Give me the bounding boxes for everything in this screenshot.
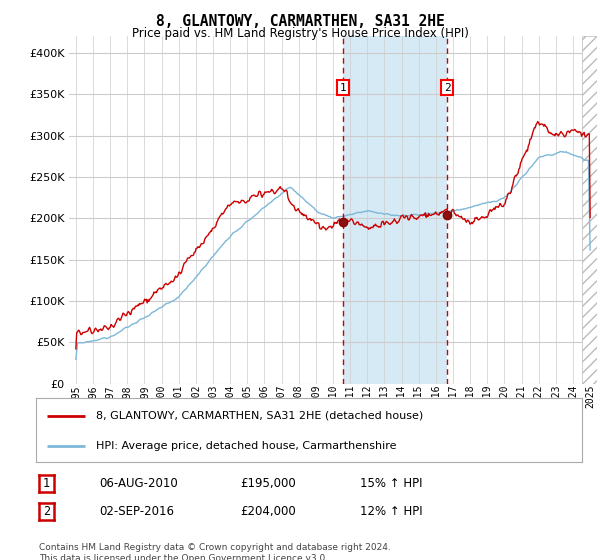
Text: 12% ↑ HPI: 12% ↑ HPI <box>360 505 422 518</box>
Text: Price paid vs. HM Land Registry's House Price Index (HPI): Price paid vs. HM Land Registry's House … <box>131 27 469 40</box>
Text: £204,000: £204,000 <box>240 505 296 518</box>
Text: HPI: Average price, detached house, Carmarthenshire: HPI: Average price, detached house, Carm… <box>96 441 397 451</box>
Text: 02-SEP-2016: 02-SEP-2016 <box>99 505 174 518</box>
Text: 1: 1 <box>43 477 50 490</box>
Text: 15% ↑ HPI: 15% ↑ HPI <box>360 477 422 490</box>
Text: 2: 2 <box>43 505 50 518</box>
Text: 06-AUG-2010: 06-AUG-2010 <box>99 477 178 490</box>
Bar <box>581 36 599 384</box>
Text: 2: 2 <box>444 83 451 92</box>
Text: 8, GLANTOWY, CARMARTHEN, SA31 2HE: 8, GLANTOWY, CARMARTHEN, SA31 2HE <box>155 14 445 29</box>
Text: 1: 1 <box>340 83 346 92</box>
Bar <box>343 36 448 384</box>
Text: 8, GLANTOWY, CARMARTHEN, SA31 2HE (detached house): 8, GLANTOWY, CARMARTHEN, SA31 2HE (detac… <box>96 410 424 421</box>
Text: Contains HM Land Registry data © Crown copyright and database right 2024.
This d: Contains HM Land Registry data © Crown c… <box>39 543 391 560</box>
Text: £195,000: £195,000 <box>240 477 296 490</box>
